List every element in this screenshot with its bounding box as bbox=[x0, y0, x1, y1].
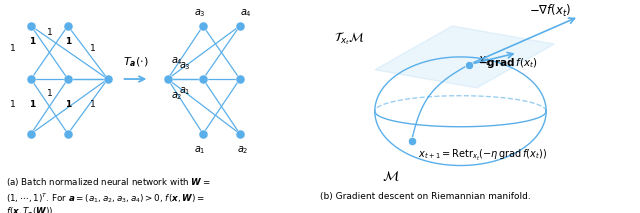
Text: 1: 1 bbox=[29, 100, 36, 109]
Text: 1: 1 bbox=[90, 44, 95, 53]
Text: $a_2$: $a_2$ bbox=[171, 91, 182, 102]
Text: $a_4$: $a_4$ bbox=[240, 7, 252, 19]
Text: $a_1$: $a_1$ bbox=[194, 144, 205, 156]
Text: $\mathcal{M}$: $\mathcal{M}$ bbox=[382, 169, 400, 183]
Text: $f(\boldsymbol{x},T_{\boldsymbol{a}}(\boldsymbol{W}))$.: $f(\boldsymbol{x},T_{\boldsymbol{a}}(\bo… bbox=[6, 206, 56, 213]
Text: $-\nabla f(x_t)$: $-\nabla f(x_t)$ bbox=[529, 3, 572, 19]
Text: 1: 1 bbox=[10, 44, 15, 53]
Text: 1: 1 bbox=[47, 89, 52, 98]
Text: (b) Gradient descent on Riemannian manifold.: (b) Gradient descent on Riemannian manif… bbox=[320, 192, 531, 201]
Text: $a_1$: $a_1$ bbox=[179, 86, 191, 98]
Text: $\mathcal{T}_{x_t}\mathcal{M}$: $\mathcal{T}_{x_t}\mathcal{M}$ bbox=[334, 30, 365, 47]
Text: $x_t$: $x_t$ bbox=[479, 55, 491, 68]
Text: $(1,\cdots,1)^T$. For $\boldsymbol{a}=(a_1,a_2,a_3,a_4)>0$, $f(\boldsymbol{x},\b: $(1,\cdots,1)^T$. For $\boldsymbol{a}=(a… bbox=[6, 191, 205, 204]
Text: $a_4$: $a_4$ bbox=[171, 56, 182, 67]
Text: 1: 1 bbox=[90, 100, 95, 109]
Text: 1: 1 bbox=[65, 37, 71, 46]
Text: 1: 1 bbox=[65, 100, 71, 109]
Text: $a_3$: $a_3$ bbox=[179, 60, 191, 72]
Text: 1: 1 bbox=[10, 100, 15, 109]
Text: 1: 1 bbox=[29, 37, 36, 46]
Text: $a_3$: $a_3$ bbox=[194, 7, 206, 19]
Text: $x_{t+1}=\mathrm{Retr}_{x_t}(-\eta\,\mathrm{grad}\,f(x_t))$: $x_{t+1}=\mathrm{Retr}_{x_t}(-\eta\,\mat… bbox=[418, 148, 547, 163]
Text: (a) Batch normalized neural network with $\boldsymbol{W} =$: (a) Batch normalized neural network with… bbox=[6, 176, 211, 188]
Text: $a_2$: $a_2$ bbox=[237, 144, 249, 156]
Polygon shape bbox=[375, 26, 554, 88]
Text: $T_{\boldsymbol{a}}(\cdot)$: $T_{\boldsymbol{a}}(\cdot)$ bbox=[123, 56, 148, 69]
Text: $\mathbf{-}\mathbf{grad}\,f(x_t)$: $\mathbf{-}\mathbf{grad}\,f(x_t)$ bbox=[479, 56, 538, 70]
Text: 1: 1 bbox=[47, 28, 52, 37]
